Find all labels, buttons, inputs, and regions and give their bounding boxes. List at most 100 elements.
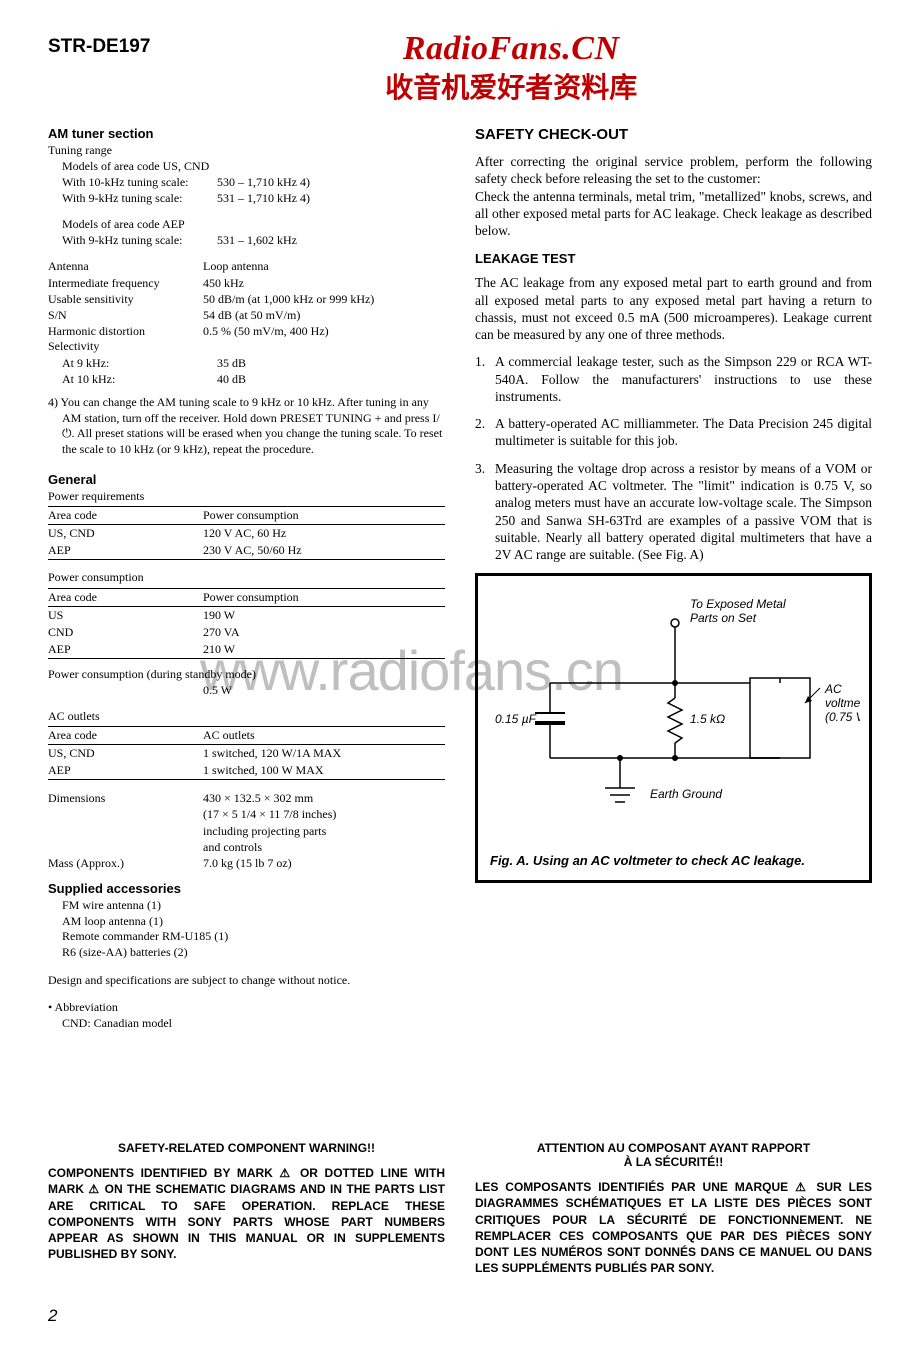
models-us: Models of area code US, CND — [48, 159, 445, 175]
logo: RadioFans.CN 收音机爱好者资料库 — [150, 30, 872, 106]
warning-fr: ATTENTION AU COMPOSANT AYANT RAPPORT À L… — [475, 1141, 872, 1276]
scale9b-v: 531 – 1,602 kHz — [217, 232, 445, 248]
warning-fr-h: ATTENTION AU COMPOSANT AYANT RAPPORT À L… — [475, 1141, 872, 1169]
ac-outlets-label: AC outlets — [48, 709, 445, 725]
spec-r: 50 dB/m (at 1,000 kHz or 999 kHz) — [203, 291, 445, 307]
warning-en-h: SAFETY-RELATED COMPONENT WARNING!! — [48, 1141, 445, 1155]
supplied-title: Supplied accessories — [48, 881, 445, 896]
page-number: 2 — [48, 1306, 872, 1326]
warning-fr-p: LES COMPOSANTS IDENTIFIÉS PAR UNE MARQUE… — [475, 1179, 872, 1276]
td: 230 V AC, 50/60 Hz — [203, 542, 445, 560]
td: AEP — [48, 641, 203, 659]
power-cons-label: Power consumption — [48, 570, 445, 586]
spec-r: 450 kHz — [203, 275, 445, 291]
list-item: 3.Measuring the voltage drop across a re… — [475, 460, 872, 564]
leak-title: LEAKAGE TEST — [475, 251, 872, 266]
td: 210 W — [203, 641, 445, 659]
svg-text:0.15 µF: 0.15 µF — [495, 712, 537, 726]
mass-r: 7.0 kg (15 lb 7 oz) — [203, 855, 445, 871]
scale9-v: 531 – 1,710 kHz 4) — [217, 190, 445, 206]
safety-p1: After correcting the original service pr… — [475, 153, 872, 188]
spec-l: Intermediate frequency — [48, 275, 203, 291]
standby-label: Power consumption (during standby mode) — [48, 667, 445, 683]
td: 120 V AC, 60 Hz — [203, 525, 445, 543]
td: 190 W — [203, 606, 445, 624]
leak-p: The AC leakage from any exposed metal pa… — [475, 274, 872, 343]
svg-text:1.5 kΩ: 1.5 kΩ — [690, 712, 725, 726]
abbrev: CND: Canadian model — [48, 1016, 445, 1032]
td: 1 switched, 100 W MAX — [203, 762, 445, 780]
td: 1 switched, 120 W/1A MAX — [203, 745, 445, 763]
scale9-l: With 9-kHz tuning scale: — [62, 190, 217, 206]
tuning-range-label: Tuning range — [48, 143, 445, 159]
dims-l: Dimensions — [48, 790, 203, 855]
spec-l: Antenna — [48, 258, 203, 274]
th: Area code — [48, 727, 203, 745]
figure-a: To Exposed MetalParts on Set 0.15 µF — [475, 573, 872, 883]
spec-l: Usable sensitivity — [48, 291, 203, 307]
scale9b-l: With 9-kHz tuning scale: — [62, 232, 217, 248]
sel10-r: 40 dB — [217, 371, 445, 387]
td: US — [48, 606, 203, 624]
warning-en-p: COMPONENTS IDENTIFIED BY MARK ⚠ OR DOTTE… — [48, 1165, 445, 1262]
spec-l: Harmonic distortion — [48, 323, 203, 339]
warning-row: SAFETY-RELATED COMPONENT WARNING!! COMPO… — [48, 1141, 872, 1276]
figure-caption: Fig. A. Using an AC voltmeter to check A… — [490, 853, 857, 868]
logo-top: RadioFans.CN — [150, 30, 872, 68]
svg-text:AC: AC — [824, 682, 842, 696]
power-req-table: Area codePower consumption US, CND120 V … — [48, 506, 445, 560]
mass-l: Mass (Approx.) — [48, 855, 203, 871]
svg-text:(0.75 V): (0.75 V) — [825, 710, 860, 724]
model-number: STR-DE197 — [48, 36, 150, 58]
scale10-l: With 10-kHz tuning scale: — [62, 174, 217, 190]
sel9-l: At 9 kHz: — [62, 355, 217, 371]
supplied-item: R6 (size-AA) batteries (2) — [48, 945, 445, 961]
spec-r: Loop antenna — [203, 258, 445, 274]
circuit-diagram: To Exposed MetalParts on Set 0.15 µF — [490, 588, 860, 838]
power-cons-table: Area codePower consumption US190 W CND27… — [48, 588, 445, 659]
th: Power consumption — [203, 507, 445, 525]
th: AC outlets — [203, 727, 445, 745]
logo-sub: 收音机爱好者资料库 — [150, 66, 872, 106]
td: US, CND — [48, 525, 203, 543]
am-section-title: AM tuner section — [48, 126, 445, 141]
spec-r: 0.5 % (50 mV/m, 400 Hz) — [203, 323, 445, 339]
header: STR-DE197 RadioFans.CN 收音机爱好者资料库 — [48, 30, 872, 106]
design-note: Design and specifications are subject to… — [48, 973, 445, 989]
th: Area code — [48, 507, 203, 525]
selectivity-label: Selectivity — [48, 339, 445, 355]
th: Area code — [48, 588, 203, 606]
td: AEP — [48, 542, 203, 560]
sel9-r: 35 dB — [217, 355, 445, 371]
scale10-v: 530 – 1,710 kHz 4) — [217, 174, 445, 190]
svg-text:To Exposed MetalParts on Set: To Exposed MetalParts on Set — [690, 597, 786, 625]
spec-l: S/N — [48, 307, 203, 323]
ac-outlets-table: Area codeAC outlets US, CND1 switched, 1… — [48, 726, 445, 780]
footnote-4: 4) You can change the AM tuning scale to… — [48, 395, 445, 457]
safety-p2: Check the antenna terminals, metal trim,… — [475, 188, 872, 240]
td: CND — [48, 624, 203, 641]
list-item: 2.A battery-operated AC milliammeter. Th… — [475, 415, 872, 450]
td: AEP — [48, 762, 203, 780]
abbrev-h: • Abbreviation — [48, 1000, 445, 1016]
supplied-item: FM wire antenna (1) — [48, 898, 445, 914]
supplied-item: AM loop antenna (1) — [48, 914, 445, 930]
supplied-item: Remote commander RM-U185 (1) — [48, 929, 445, 945]
general-title: General — [48, 472, 445, 487]
td: 270 VA — [203, 624, 445, 641]
right-column: SAFETY CHECK-OUT After correcting the or… — [475, 126, 872, 1031]
th: Power consumption — [203, 588, 445, 606]
spec-r: 54 dB (at 50 mV/m) — [203, 307, 445, 323]
td: US, CND — [48, 745, 203, 763]
dims-r: 430 × 132.5 × 302 mm (17 × 5 1/4 × 11 7/… — [203, 790, 445, 855]
left-column: AM tuner section Tuning range Models of … — [48, 126, 445, 1031]
safety-title: SAFETY CHECK-OUT — [475, 126, 872, 143]
svg-text:voltmeter: voltmeter — [825, 696, 860, 710]
models-aep: Models of area code AEP — [48, 217, 445, 233]
list-item: 1.A commercial leakage tester, such as t… — [475, 353, 872, 405]
sel10-l: At 10 kHz: — [62, 371, 217, 387]
warning-en: SAFETY-RELATED COMPONENT WARNING!! COMPO… — [48, 1141, 445, 1276]
standby-v: 0.5 W — [203, 682, 445, 698]
svg-text:Earth Ground: Earth Ground — [650, 787, 722, 801]
power-req-label: Power requirements — [48, 489, 445, 505]
